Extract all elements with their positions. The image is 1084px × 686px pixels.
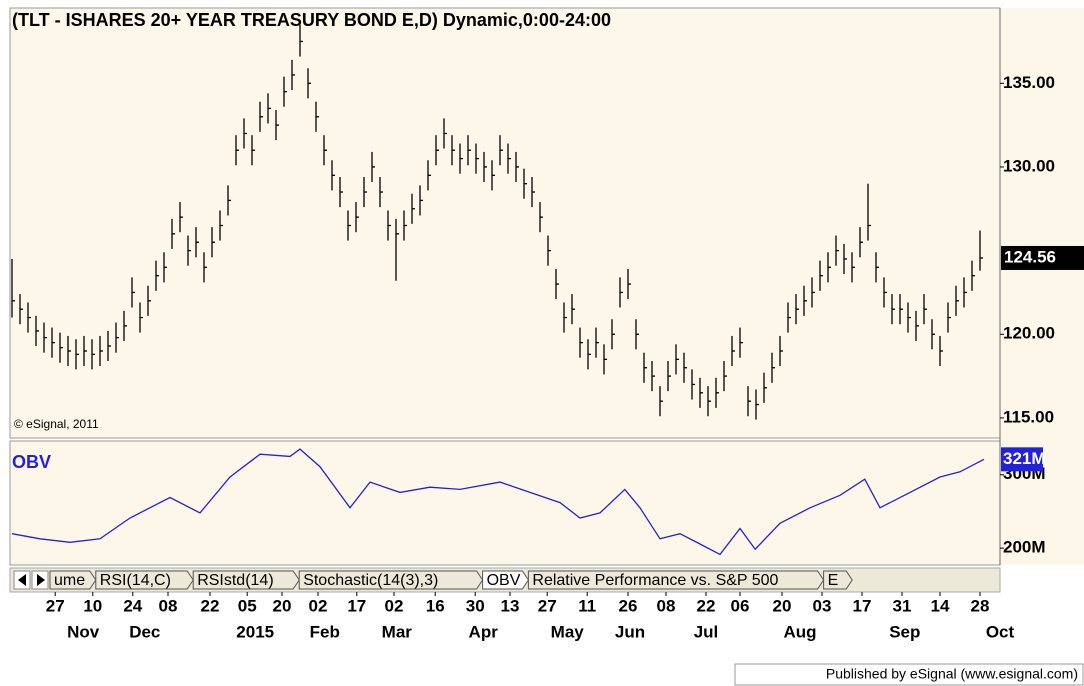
month-label: Jul bbox=[694, 622, 719, 641]
x-tick-label: 26 bbox=[619, 596, 638, 615]
chart-title: (TLT - ISHARES 20+ YEAR TREASURY BOND E,… bbox=[12, 10, 611, 30]
month-label: 2015 bbox=[236, 622, 274, 641]
y-tick-label: 200M bbox=[1003, 538, 1046, 557]
y-tick-label: 115.00 bbox=[1003, 407, 1054, 426]
tab-label: E bbox=[828, 572, 839, 589]
tab[interactable] bbox=[298, 570, 484, 590]
month-label: Nov bbox=[67, 622, 100, 641]
tab-label: Stochastic(14(3),3) bbox=[303, 572, 438, 589]
month-label: Jun bbox=[615, 622, 645, 641]
tab[interactable] bbox=[192, 570, 300, 590]
x-tick-label: 08 bbox=[657, 596, 676, 615]
x-tick-label: 02 bbox=[385, 596, 404, 615]
x-tick-label: 28 bbox=[971, 596, 990, 615]
x-tick-label: 10 bbox=[83, 596, 102, 615]
x-tick-label: 27 bbox=[46, 596, 65, 615]
x-tick-label: 03 bbox=[813, 596, 832, 615]
tab-label: Relative Performance vs. S&P 500 bbox=[532, 572, 778, 589]
x-tick-label: 20 bbox=[773, 596, 792, 615]
month-label: May bbox=[551, 622, 585, 641]
x-tick-label: 16 bbox=[426, 596, 445, 615]
x-tick-label: 22 bbox=[201, 596, 220, 615]
obv-title: OBV bbox=[12, 452, 51, 472]
tab-label: ume bbox=[54, 572, 85, 589]
month-label: Feb bbox=[310, 622, 340, 641]
right-axis bbox=[1000, 8, 1084, 565]
footer-box bbox=[734, 663, 1084, 686]
x-tick-label: 11 bbox=[578, 596, 596, 615]
y-tick-label: 120.00 bbox=[1003, 324, 1055, 343]
month-label: Dec bbox=[129, 622, 160, 641]
x-tick-label: 06 bbox=[731, 596, 750, 615]
x-tick-label: 17 bbox=[347, 596, 366, 615]
arrow-right bbox=[37, 574, 45, 586]
y-tick-label: 130.00 bbox=[1003, 156, 1055, 175]
x-tick-label: 31 bbox=[893, 596, 912, 615]
x-tick-label: 08 bbox=[159, 596, 178, 615]
month-label: Oct bbox=[986, 622, 1015, 641]
x-tick-label: 14 bbox=[931, 596, 950, 615]
x-tick-label: 22 bbox=[697, 596, 716, 615]
obv-panel bbox=[9, 440, 1001, 566]
x-tick-label: 27 bbox=[538, 596, 557, 615]
footer: Published by eSignal (www.esignal.com) bbox=[826, 666, 1078, 682]
month-label: Apr bbox=[469, 622, 499, 641]
x-tick-label: 24 bbox=[123, 596, 142, 615]
arrow-left bbox=[18, 574, 26, 586]
tab-label: OBV bbox=[487, 572, 521, 589]
last-obv-box bbox=[1001, 447, 1043, 472]
tab[interactable] bbox=[95, 570, 194, 590]
x-tick-label: 02 bbox=[309, 596, 328, 615]
tab[interactable] bbox=[823, 570, 853, 590]
copyright: © eSignal, 2011 bbox=[14, 417, 99, 431]
month-label: Mar bbox=[382, 622, 413, 641]
x-tick-label: 13 bbox=[501, 596, 520, 615]
last-price-box bbox=[1001, 245, 1084, 270]
tab[interactable] bbox=[482, 570, 530, 590]
obv-line bbox=[11, 448, 985, 556]
month-label: Aug bbox=[783, 622, 816, 641]
tab[interactable] bbox=[527, 570, 825, 590]
tab[interactable] bbox=[49, 570, 97, 590]
last-price-label: 124.56 bbox=[1004, 247, 1056, 266]
x-tick-label: 20 bbox=[273, 596, 292, 615]
y-tick-label: 135.00 bbox=[1003, 73, 1055, 92]
month-label: Sep bbox=[889, 622, 920, 641]
price-panel bbox=[9, 7, 1001, 439]
x-tick-label: 17 bbox=[853, 596, 872, 615]
x-tick-label: 30 bbox=[466, 596, 485, 615]
tabs: ume RSI(14,C) RSIstd(14) Stochastic(14(3),3… bbox=[49, 570, 853, 590]
last-obv-label: 321M bbox=[1003, 449, 1046, 468]
x-tick-label: 05 bbox=[238, 596, 257, 615]
tab-label: RSI(14,C) bbox=[100, 572, 171, 589]
tab-label: RSIstd(14) bbox=[197, 572, 273, 589]
